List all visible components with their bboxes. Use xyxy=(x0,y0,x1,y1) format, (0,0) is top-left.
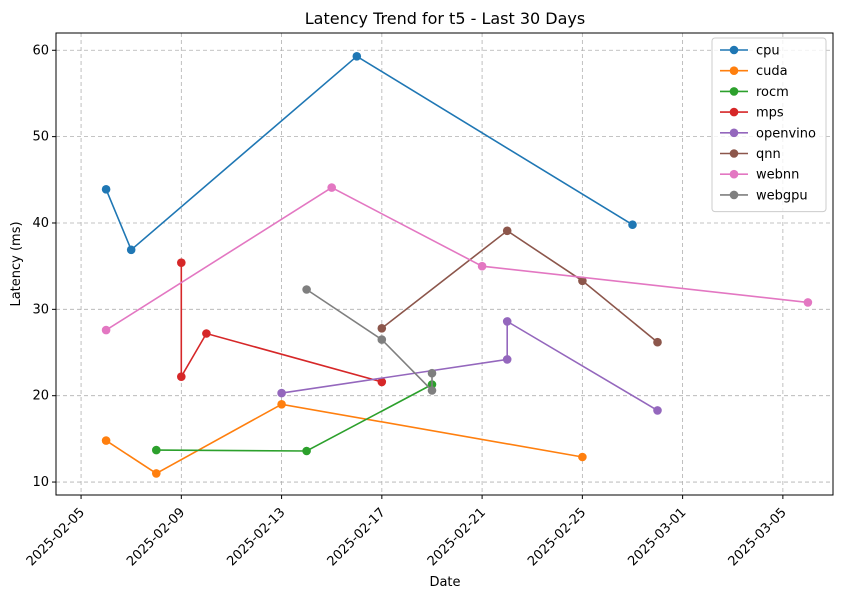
series-line-webnn xyxy=(105,186,808,331)
series-layer xyxy=(101,52,813,478)
data-point-webnn xyxy=(803,298,813,307)
legend-label: webgpu xyxy=(756,188,808,203)
series-cpu xyxy=(101,52,637,255)
legend-label: cuda xyxy=(756,64,788,79)
series-mps xyxy=(177,258,387,387)
data-point-rocm xyxy=(152,445,161,455)
legend-label: cpu xyxy=(756,44,780,59)
data-point-mps xyxy=(202,329,211,338)
data-point-qnn xyxy=(502,226,512,236)
data-point-cuda xyxy=(101,436,111,445)
data-point-mps xyxy=(177,258,186,268)
data-point-openvino xyxy=(502,317,512,326)
legend-marker xyxy=(729,45,739,55)
legend-item-cpu: cpu xyxy=(720,44,780,59)
legend-label: openvino xyxy=(756,126,816,141)
legend-item-qnn: qnn xyxy=(720,147,781,162)
legend-marker xyxy=(729,149,739,158)
data-point-webgpu xyxy=(427,386,437,395)
series-line-webgpu xyxy=(306,288,433,393)
data-point-qnn xyxy=(653,337,662,347)
data-point-webnn xyxy=(477,261,487,271)
legend-box xyxy=(711,37,827,213)
legend-label: webnn xyxy=(756,168,799,183)
series-line-mps xyxy=(180,262,383,383)
legend-item-webgpu: webgpu xyxy=(720,188,808,203)
data-point-mps xyxy=(377,377,387,387)
y-tick-label: 40 xyxy=(32,216,49,231)
series-line-qnn xyxy=(381,229,659,343)
data-point-rocm xyxy=(302,446,311,456)
data-point-openvino xyxy=(277,388,286,398)
legend-item-openvino: openvino xyxy=(720,126,816,141)
legend-marker xyxy=(729,66,739,75)
series-cuda xyxy=(101,400,587,478)
legend: cpu cuda rocm mps openvino qnn webnn webgpu xyxy=(711,37,827,213)
series-webgpu xyxy=(302,285,437,395)
data-point-cpu xyxy=(101,185,111,194)
data-point-cpu xyxy=(126,245,136,255)
x-axis-label: Date xyxy=(429,575,460,590)
y-tick-label: 30 xyxy=(32,302,49,317)
data-point-webgpu xyxy=(427,368,437,378)
legend-item-mps: mps xyxy=(720,106,784,121)
legend-item-cuda: cuda xyxy=(720,64,788,79)
data-point-webgpu xyxy=(377,335,387,344)
y-tick-label: 20 xyxy=(32,389,49,404)
data-point-qnn xyxy=(578,276,587,286)
y-tick-label: 50 xyxy=(32,130,49,145)
legend-item-rocm: rocm xyxy=(720,85,789,100)
data-point-webnn xyxy=(327,183,337,192)
legend-marker xyxy=(729,128,739,138)
series-line-cpu xyxy=(105,55,633,252)
legend-marker xyxy=(729,169,739,179)
series-rocm xyxy=(152,380,437,456)
data-point-qnn xyxy=(377,324,387,333)
data-point-cuda xyxy=(277,400,286,409)
y-tick-label: 60 xyxy=(32,43,49,58)
data-point-webnn xyxy=(101,325,111,335)
y-tick-label: 10 xyxy=(32,475,49,490)
data-point-webgpu xyxy=(302,285,311,294)
legend-item-webnn: webnn xyxy=(720,168,799,183)
data-point-cuda xyxy=(578,452,587,462)
legend-label: rocm xyxy=(756,85,789,100)
series-line-cuda xyxy=(105,403,583,475)
legend-label: qnn xyxy=(756,147,781,162)
data-point-openvino xyxy=(502,355,512,364)
chart-title: Latency Trend for t5 - Last 30 Days xyxy=(305,9,585,28)
legend-marker xyxy=(729,107,739,117)
data-point-cuda xyxy=(152,469,161,478)
legend-label: mps xyxy=(756,106,784,121)
legend-marker xyxy=(729,190,739,200)
plot-area-frame xyxy=(55,32,834,496)
y-axis-label: Latency (ms) xyxy=(9,221,24,306)
legend-marker xyxy=(729,87,739,96)
data-point-cpu xyxy=(352,52,362,61)
data-point-cpu xyxy=(628,220,637,229)
series-qnn xyxy=(377,226,662,347)
series-openvino xyxy=(277,317,662,415)
data-point-openvino xyxy=(653,406,662,415)
series-webnn xyxy=(101,183,813,335)
series-line-openvino xyxy=(281,319,658,412)
data-point-mps xyxy=(177,372,186,382)
